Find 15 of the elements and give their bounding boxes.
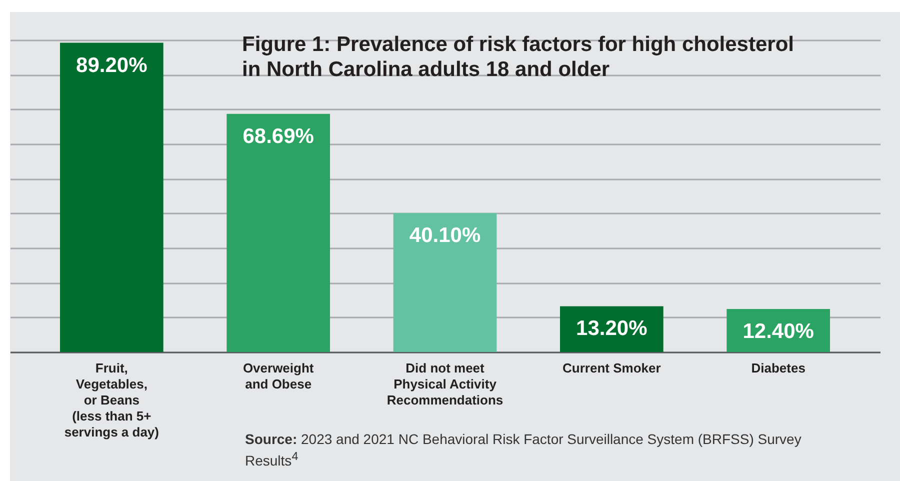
x-tick-label: Overweight and Obese	[242, 360, 314, 392]
bar	[60, 42, 164, 352]
x-tick-label: Current Smoker	[562, 360, 661, 376]
x-tick-label: Diabetes	[751, 360, 806, 376]
x-tick-label: Fruit, Vegetables, or Beans (less than 5+ servings a day)	[64, 360, 159, 440]
data-label: 89.20%	[76, 54, 148, 77]
bar	[226, 114, 330, 352]
x-tick-label: Did not meet Physical Activity Recommendations	[386, 360, 504, 408]
data-label: 13.20%	[576, 317, 648, 340]
data-label: 68.69%	[242, 124, 314, 148]
source-note: Source: 2023 and 2021 NC Behavioral Risk Factor Surveillance System (BRFSS) Survey Results$^{4}$	[245, 430, 802, 470]
data-label: 40.10%	[409, 224, 481, 247]
data-label: 12.40%	[742, 320, 814, 344]
chart-title: Figure 1: Prevalence of risk factors for high cholesterol in North Carolina adults 18 and older	[242, 32, 795, 82]
bar	[393, 212, 497, 352]
